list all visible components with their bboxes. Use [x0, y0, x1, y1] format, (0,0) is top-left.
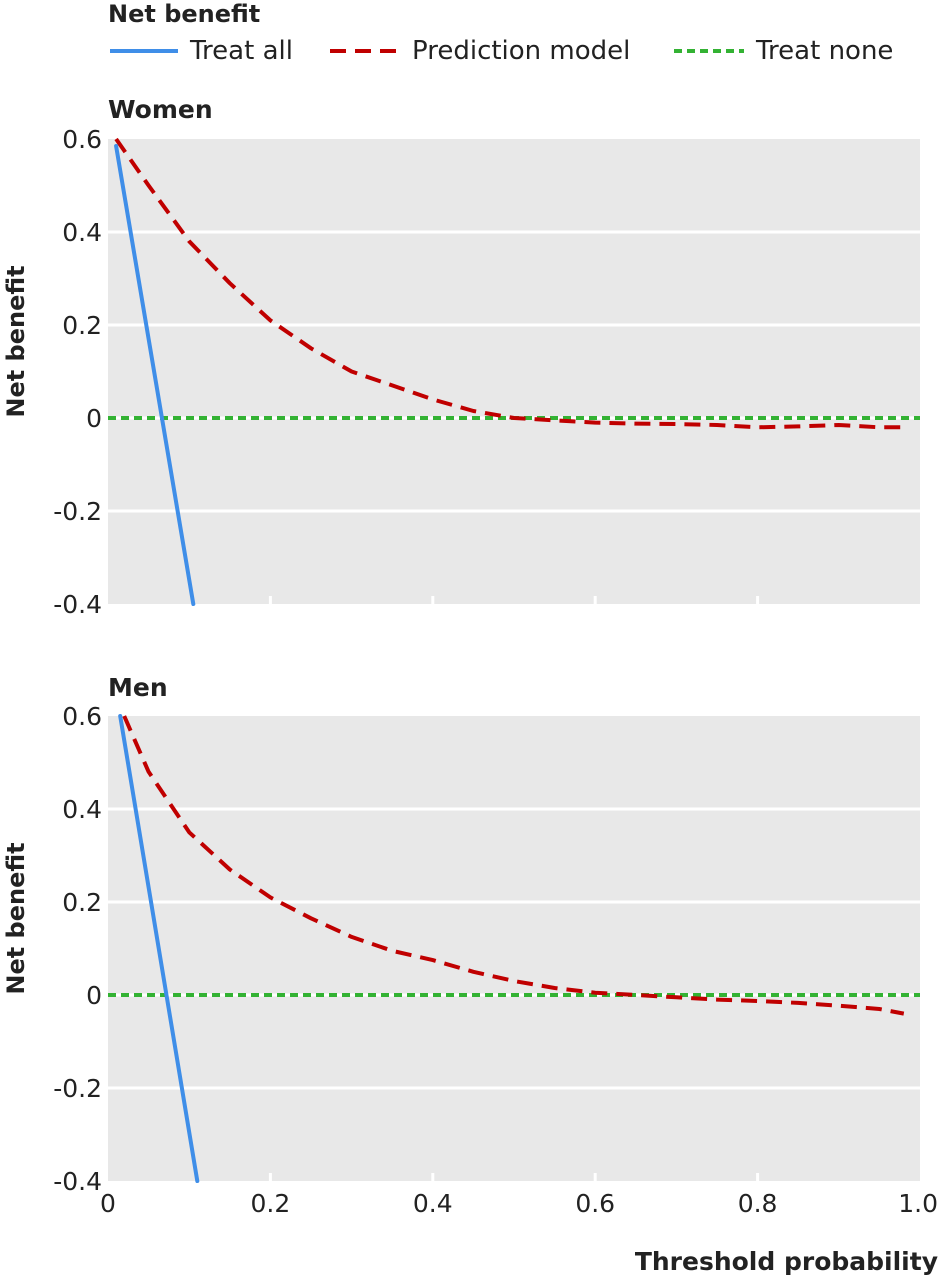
plot-background	[108, 139, 920, 604]
prediction-model-swatch	[330, 49, 400, 53]
panel-women: Women Net benefit -0.4 -0.2 0 0.2 0.4 0.6	[2, 95, 920, 619]
plot-background	[108, 716, 920, 1181]
y-tick-label: 0.6	[62, 702, 102, 731]
y-tick-label: 0.4	[62, 218, 102, 247]
y-axis-label: Net benefit	[2, 265, 30, 417]
legend-item-treat-all: Treat all	[108, 34, 293, 68]
legend: Net benefit Treat all Prediction model T…	[108, 0, 928, 72]
y-tick-label: -0.2	[53, 497, 102, 526]
panel-men: Men Net benefit -0.4 -0.2 0 0.2 0.4 0.6 0 0.2 0.4 0…	[2, 673, 938, 1276]
treat-all-swatch	[110, 49, 178, 53]
y-tick-label: 0.6	[62, 125, 102, 154]
series-treat-all	[114, 144, 196, 606]
x-tick-label: 0.6	[575, 1189, 615, 1218]
y-tick-label: 0	[86, 981, 102, 1010]
x-tick-label: 1.0	[898, 1189, 938, 1218]
legend-title: Net benefit	[108, 0, 261, 28]
treat-none-swatch	[674, 49, 744, 53]
y-tick-label: 0	[86, 404, 102, 433]
x-tick-label: 0.2	[251, 1189, 291, 1218]
legend-label-prediction-model: Prediction model	[412, 36, 631, 66]
legend-label-treat-none: Treat none	[756, 36, 894, 66]
y-tick-label: -0.4	[53, 1167, 102, 1196]
y-tick-label: -0.4	[53, 590, 102, 619]
x-tick-label: 0.8	[738, 1189, 778, 1218]
y-tick-label: -0.2	[53, 1074, 102, 1103]
y-tick-label: 0.2	[62, 311, 102, 340]
series-prediction-model	[122, 715, 905, 1016]
y-axis-label: Net benefit	[2, 842, 30, 994]
series-prediction-model	[114, 137, 904, 430]
y-tick-label: 0.2	[62, 888, 102, 917]
series-treat-all	[118, 714, 200, 1183]
legend-label-treat-all: Treat all	[190, 36, 293, 66]
y-tick-label: 0.4	[62, 795, 102, 824]
x-tick-label: 0.4	[413, 1189, 453, 1218]
panel-title: Women	[108, 95, 213, 124]
panel-title: Men	[108, 673, 168, 702]
legend-item-prediction-model: Prediction model	[328, 34, 630, 68]
x-tick-label: 0	[100, 1189, 116, 1218]
x-axis-label: Threshold probability	[635, 1247, 938, 1276]
legend-item-treat-none: Treat none	[672, 34, 893, 68]
